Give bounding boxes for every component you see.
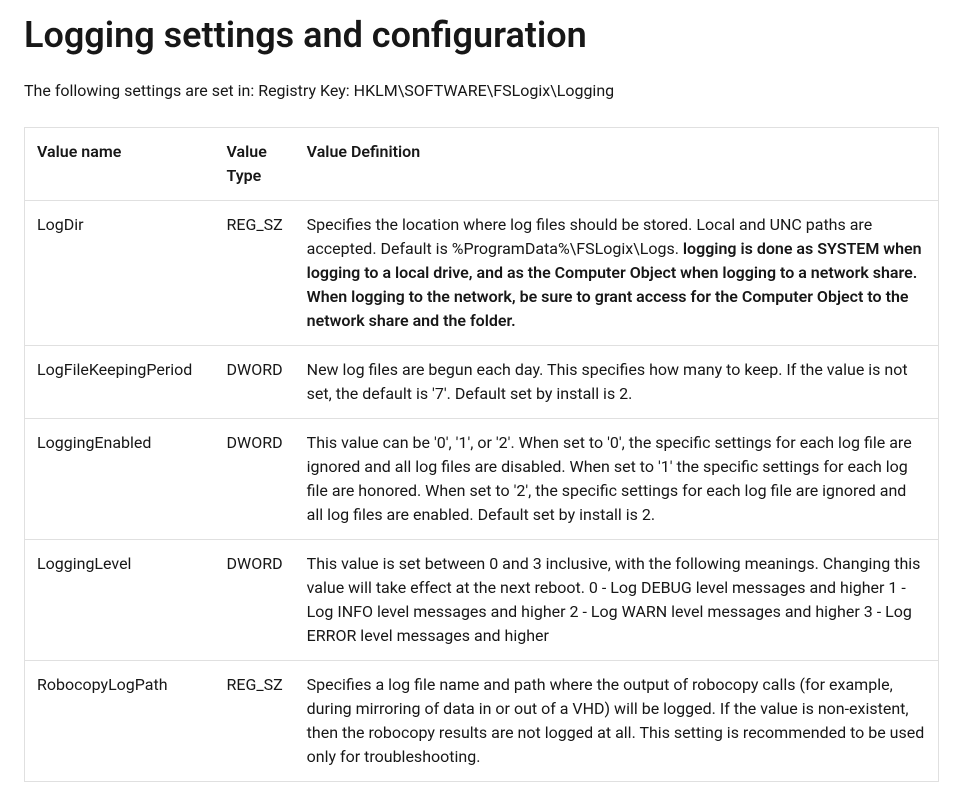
cell-value-name: LoggingLevel bbox=[25, 539, 215, 660]
cell-value-name: LoggingEnabled bbox=[25, 418, 215, 539]
cell-value-definition: This value can be '0', '1', or '2'. When… bbox=[295, 418, 939, 539]
definition-text: This value can be '0', '1', or '2'. When… bbox=[307, 433, 912, 524]
cell-value-type: DWORD bbox=[215, 345, 295, 418]
table-row: LoggingEnabledDWORDThis value can be '0'… bbox=[25, 418, 939, 539]
page-title: Logging settings and configuration bbox=[24, 12, 939, 59]
cell-value-type: DWORD bbox=[215, 418, 295, 539]
cell-value-type: REG_SZ bbox=[215, 660, 295, 781]
cell-value-definition: New log files are begun each day. This s… bbox=[295, 345, 939, 418]
table-row: LogFileKeepingPeriodDWORD New log files a… bbox=[25, 345, 939, 418]
cell-value-type: REG_SZ bbox=[215, 200, 295, 345]
cell-value-name: LogFileKeepingPeriod bbox=[25, 345, 215, 418]
cell-value-name: RobocopyLogPath bbox=[25, 660, 215, 781]
definition-text: New log files are begun each day. This s… bbox=[307, 360, 908, 403]
table-row: RobocopyLogPathREG_SZSpecifies a log fil… bbox=[25, 660, 939, 781]
intro-text: The following settings are set in: Regis… bbox=[24, 79, 939, 103]
cell-value-definition: Specifies a log file name and path where… bbox=[295, 660, 939, 781]
col-header-name: Value name bbox=[25, 127, 215, 200]
cell-value-name: LogDir bbox=[25, 200, 215, 345]
col-header-type: Value Type bbox=[215, 127, 295, 200]
definition-text: This value is set between 0 and 3 inclus… bbox=[307, 554, 921, 645]
table-row: LoggingLevelDWORDThis value is set betwe… bbox=[25, 539, 939, 660]
settings-table: Value name Value Type Value Definition L… bbox=[24, 127, 939, 782]
cell-value-type: DWORD bbox=[215, 539, 295, 660]
table-row: LogDirREG_SZSpecifies the location where… bbox=[25, 200, 939, 345]
cell-value-definition: Specifies the location where log files s… bbox=[295, 200, 939, 345]
col-header-definition: Value Definition bbox=[295, 127, 939, 200]
cell-value-definition: This value is set between 0 and 3 inclus… bbox=[295, 539, 939, 660]
table-header-row: Value name Value Type Value Definition bbox=[25, 127, 939, 200]
definition-text: Specifies a log file name and path where… bbox=[307, 675, 925, 766]
